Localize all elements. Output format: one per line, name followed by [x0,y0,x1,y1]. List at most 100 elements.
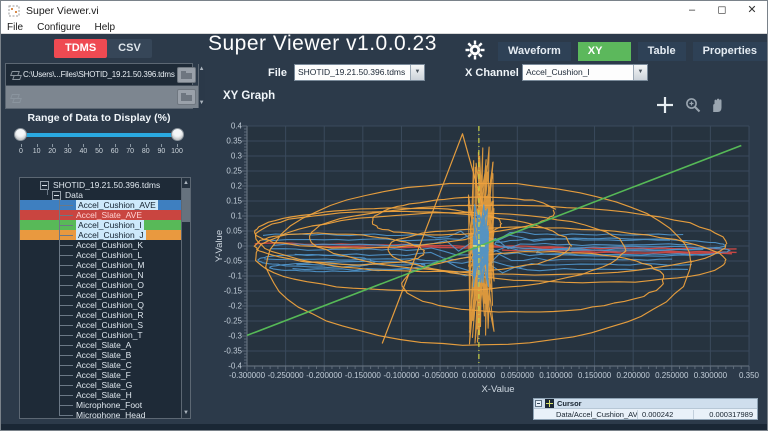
tree-scrollbar[interactable]: ▲ ▼ [181,178,190,418]
tree-root-row[interactable]: SHOTID_19.21.50.396.tdms [20,180,181,190]
collapse-icon[interactable] [40,180,49,190]
y-tick-label: 0.3 [231,152,243,161]
browse-folder-button[interactable] [176,66,196,83]
tree-item[interactable]: Microphone_Foot [20,400,181,410]
tree-item-selected[interactable]: Accel_Cushion_AVE [20,200,181,210]
path-scrollbar[interactable]: ▲ ▼ [197,64,205,108]
xy-graph-plot[interactable]: -0.300000 -0.250000 -0.200000 -0.150000 -0.1… [201,113,763,409]
slider-tick-label: 20 [48,148,57,155]
tree-item[interactable]: Accel_Slate_H [20,390,181,400]
tree-item-selected[interactable]: Accel_Cushion_I [20,220,181,230]
path-icon [11,70,20,79]
cursor-legend-row[interactable]: Data/Accel_Cushion_AVE 0.000242 0.000317… [534,409,757,419]
tree-item-label: Accel_Cushion_R [76,310,144,320]
tree-item[interactable]: Accel_Slate_B [20,350,181,360]
cursor-legend[interactable]: Cursor Data/Accel_Cushion_AVE 0.000242 0… [533,398,758,420]
tree-item[interactable]: Accel_Slate_F [20,370,181,380]
format-tab-tdms[interactable]: TDMS [54,39,108,58]
tab-xy-graph[interactable]: XY Graph [577,42,631,76]
file-path-row-empty[interactable] [6,86,198,108]
menu-item-configure[interactable]: Configure [37,21,81,33]
tree-item-label: Accel_Slate_C [76,360,132,370]
collapse-icon[interactable] [535,400,542,407]
tree-item-label: Accel_Slate_G [76,380,133,390]
tree-item[interactable]: Accel_Cushion_S [20,320,181,330]
tree-item-selected[interactable]: Accel_Slate_AVE [20,210,181,220]
tree-item[interactable]: Accel_Cushion_N [20,270,181,280]
slider-tick-label: 70 [126,148,135,155]
scrollbar-thumb[interactable] [182,188,190,222]
tree-connector [59,314,73,316]
slider-handle-low[interactable] [14,128,27,141]
x-tick-label: -0.300000 [229,371,266,380]
tree-item-label: Accel_Cushion_N [76,270,144,280]
tree-item[interactable]: Accel_Cushion_Q [20,300,181,310]
scroll-down-icon[interactable]: ▼ [183,410,189,416]
tab-waveform[interactable]: Waveform [498,42,571,61]
cursor-legend-header: Cursor [534,399,757,409]
file-select[interactable]: SHOTID_19.21.50.396.tdms ▼ [294,64,425,81]
tree-item[interactable]: Accel_Cushion_K [20,240,181,250]
tree-connector [59,394,73,396]
tree-item[interactable]: Accel_Cushion_L [20,250,181,260]
maximize-button[interactable]: ◻ [717,4,727,16]
xy-graph-canvas[interactable]: -0.300000 -0.250000 -0.200000 -0.150000 -0.1… [201,113,763,409]
tab-properties[interactable]: Properties [692,42,767,61]
scroll-up-icon[interactable]: ▲ [198,66,205,72]
slider-track[interactable] [17,133,181,137]
range-slider[interactable] [1,126,197,144]
tree-item[interactable]: Accel_Slate_A [20,340,181,350]
tree-item[interactable]: Accel_Cushion_O [20,280,181,290]
sidebar: TDMS CSV C:\Users\...Files\SHOTID_19.21.5… [1,34,205,424]
tree-item[interactable]: Accel_Cushion_P [20,290,181,300]
tree-item[interactable]: Accel_Cushion_R [20,310,181,320]
tree-item-label: Accel_Cushion_T [76,330,143,340]
tree-item-selected[interactable]: Accel_Cushion_J [20,230,181,240]
x-channel-select[interactable]: Accel_Cushion_I ▼ [522,64,648,81]
tree-item[interactable]: Accel_Cushion_M [20,260,181,270]
tree-connector [59,384,73,386]
collapse-icon[interactable] [52,190,61,200]
tree-item-label: Accel_Cushion_P [76,290,144,300]
tree-item[interactable]: Microphone_Head [20,410,181,418]
tree-group-row[interactable]: Data [20,190,181,200]
slider-handle-high[interactable] [171,128,184,141]
slider-tick-label: 60 [110,148,119,155]
x-tick-label: -0.250000 [268,371,305,380]
scroll-down-icon[interactable]: ▼ [198,100,205,106]
page-title: Super Viewer v1.0.0.23 [208,32,437,55]
chevron-down-icon[interactable]: ▼ [633,65,647,80]
menu-item-file[interactable]: File [7,21,24,33]
tree-item[interactable]: Accel_Slate_G [20,380,181,390]
x-tick-label: 0.150000 [578,371,612,380]
settings-gear-icon[interactable] [465,40,485,60]
y-tick-label: 0.1 [231,212,243,221]
cursor-legend-title: Cursor [557,399,582,408]
slider-tick-label: 90 [157,148,166,155]
close-button[interactable]: ✕ [747,4,757,16]
file-path-row[interactable]: C:\Users\...Files\SHOTID_19.21.50.396.td… [6,64,198,86]
minimize-button[interactable]: – [688,4,696,16]
cursor-tool-icon[interactable] [656,96,674,114]
tree-item[interactable]: Accel_Slate_C [20,360,181,370]
file-select-label: File [268,67,287,79]
slider-tick-label: 50 [95,148,103,155]
view-tabs: Waveform XY Graph Table Properties [498,42,767,76]
tree-item[interactable]: Accel_Cushion_T [20,330,181,340]
x-tick-label: 0.000000 [462,371,496,380]
tree-connector [59,254,73,256]
slider-tick [83,144,85,147]
menu-item-help[interactable]: Help [94,21,116,33]
pan-hand-tool-icon[interactable] [708,96,726,114]
tree-root-label: SHOTID_19.21.50.396.tdms [53,180,161,190]
tab-table[interactable]: Table [637,42,686,61]
cursor-crosshair-icon [545,399,554,408]
tree-connector [59,234,73,236]
tree-item-label: Accel_Slate_H [76,390,132,400]
chevron-down-icon[interactable]: ▼ [410,65,424,80]
format-tab-csv[interactable]: CSV [107,39,152,58]
scroll-up-icon[interactable]: ▲ [183,180,189,186]
browse-folder-button[interactable] [176,89,196,105]
zoom-tool-icon[interactable] [684,96,702,114]
